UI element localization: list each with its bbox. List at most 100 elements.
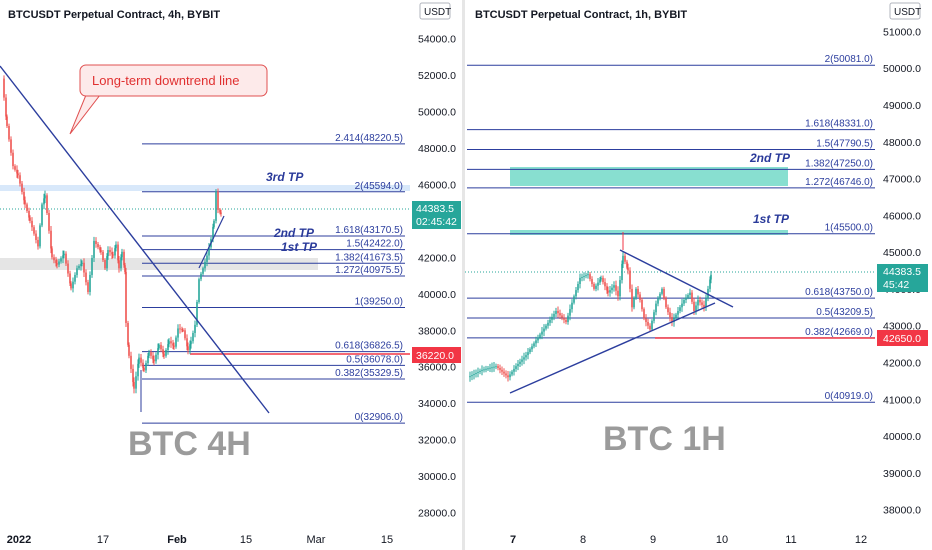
target-zone bbox=[510, 230, 788, 235]
fibonacci-levels[interactable]: 2.414(48220.5) 2(45594.0) 1.618(43170.5) 1.… bbox=[0, 133, 410, 424]
tp-label-3: 3rd TP bbox=[266, 170, 304, 184]
candle-body bbox=[677, 310, 679, 315]
candle-body bbox=[701, 302, 703, 305]
candle-body bbox=[23, 191, 25, 201]
candle-body bbox=[606, 286, 608, 291]
candle-body bbox=[215, 191, 217, 221]
candle-body bbox=[200, 273, 202, 280]
triangle-resistance-line[interactable] bbox=[619, 249, 734, 308]
candle-body bbox=[198, 279, 200, 303]
candle-body bbox=[162, 349, 164, 354]
chart-pane-1h[interactable]: 2(50081.0) 1.618(48331.0) 1.5(47790.5) 1.38… bbox=[465, 0, 932, 550]
candle-body bbox=[220, 212, 222, 214]
candle-body bbox=[671, 317, 673, 323]
candle-body bbox=[181, 329, 183, 331]
candle-body bbox=[659, 293, 661, 299]
candle-body bbox=[685, 297, 687, 300]
candle-body bbox=[125, 271, 127, 323]
chart-title-1h: BTCUSDT Perpetual Contract, 1h, BYBIT bbox=[475, 9, 688, 21]
candle-body bbox=[511, 371, 513, 375]
triangle-support-line[interactable] bbox=[509, 302, 716, 394]
candle-body bbox=[137, 363, 139, 377]
chart-title-4h: BTCUSDT Perpetual Contract, 4h, BYBIT bbox=[8, 9, 221, 21]
chart-pane-4h[interactable]: 2.414(48220.5) 2(45594.0) 1.618(43170.5) 1.… bbox=[0, 0, 462, 550]
candle-body bbox=[104, 260, 106, 269]
candle-body bbox=[613, 285, 615, 288]
candle-body bbox=[643, 309, 645, 319]
candle-body bbox=[26, 204, 28, 211]
uptrend-channel-line[interactable] bbox=[198, 215, 225, 269]
candle-body bbox=[123, 251, 125, 266]
candle-body bbox=[710, 274, 712, 280]
target-zone bbox=[510, 167, 788, 186]
triangle-pattern[interactable] bbox=[509, 232, 734, 394]
trendlines[interactable] bbox=[0, 65, 270, 414]
candle-body bbox=[143, 367, 145, 371]
candle-body bbox=[635, 288, 637, 299]
candle-body bbox=[170, 341, 172, 344]
candle-body bbox=[525, 355, 527, 358]
currency-box bbox=[889, 2, 921, 20]
candle-body bbox=[519, 361, 521, 364]
candle-body bbox=[206, 255, 208, 262]
candle-body bbox=[128, 344, 130, 356]
candle-body bbox=[37, 239, 39, 247]
candle-body bbox=[120, 257, 122, 269]
candle-body bbox=[499, 367, 501, 370]
candle-body bbox=[147, 355, 149, 364]
fib-level-label: 1.5(42422.0) bbox=[346, 239, 403, 250]
candle-body bbox=[493, 366, 495, 368]
chart-canvas-4h[interactable]: 2.414(48220.5) 2(45594.0) 1.618(43170.5) 1.… bbox=[0, 0, 462, 550]
fib-level-label: 1.618(43170.5) bbox=[335, 225, 403, 236]
last-price-tag: 44383.5 45:42 bbox=[877, 264, 928, 292]
price-tick-label: 40000.0 bbox=[883, 431, 921, 443]
candle-body bbox=[163, 353, 165, 356]
candle-body bbox=[62, 255, 64, 259]
candle-body bbox=[10, 139, 12, 153]
pane-divider[interactable] bbox=[462, 0, 465, 550]
candle-body bbox=[501, 369, 503, 372]
chart-canvas-1h[interactable]: 2(50081.0) 1.618(48331.0) 1.5(47790.5) 1.38… bbox=[465, 0, 932, 550]
annotations: 3rd TP 2nd TP 1st TP bbox=[266, 170, 318, 254]
candle-body bbox=[182, 329, 184, 331]
candle-body bbox=[604, 282, 606, 287]
time-tick-label: 15 bbox=[240, 534, 252, 546]
time-tick-label: 15 bbox=[381, 534, 393, 546]
candle-body bbox=[111, 252, 113, 255]
candle-body bbox=[627, 267, 629, 271]
candle-body bbox=[689, 292, 691, 296]
price-tick-label: 40000.0 bbox=[418, 289, 456, 301]
candle-body bbox=[145, 363, 147, 371]
candle-body bbox=[626, 261, 628, 268]
callout: Long-term downtrend line bbox=[69, 64, 268, 135]
annotations: 2nd TP 1st TP bbox=[749, 151, 791, 226]
candle-body bbox=[142, 362, 144, 368]
candle-body bbox=[48, 213, 50, 231]
candle-body bbox=[158, 344, 160, 349]
candle-body bbox=[133, 382, 135, 389]
fib-level-label: 1.272(40975.5) bbox=[335, 265, 403, 276]
candle-body bbox=[93, 240, 95, 258]
fibonacci-levels[interactable]: 2(50081.0) 1.618(48331.0) 1.5(47790.5) 1.38… bbox=[465, 54, 875, 403]
price-axis[interactable]: 54000.052000.050000.048000.046000.044000… bbox=[418, 33, 456, 519]
time-axis[interactable]: 7 8 9 10 11 12 bbox=[510, 534, 867, 546]
time-axis[interactable]: 2022 17 Feb 15 Mar 15 bbox=[7, 534, 393, 546]
candle-body bbox=[523, 357, 525, 360]
candle-body bbox=[130, 355, 132, 369]
fib-level-label: 1.382(47250.0) bbox=[805, 158, 873, 169]
candle-body bbox=[14, 166, 16, 170]
downtrend-line[interactable] bbox=[0, 65, 270, 414]
candle-body bbox=[85, 272, 87, 283]
candle-body bbox=[155, 354, 157, 362]
candle-body bbox=[172, 343, 174, 346]
last-price-badge bbox=[877, 264, 928, 292]
candle-body bbox=[687, 295, 689, 298]
candle-body bbox=[89, 274, 91, 292]
candle-body bbox=[697, 299, 699, 306]
candle-body bbox=[187, 346, 189, 351]
fib-level-label: 0.618(36826.5) bbox=[335, 341, 403, 352]
price-tick-label: 38000.0 bbox=[418, 325, 456, 337]
candle-body bbox=[204, 261, 206, 269]
candle-body bbox=[615, 285, 617, 291]
candle-body bbox=[16, 169, 18, 174]
